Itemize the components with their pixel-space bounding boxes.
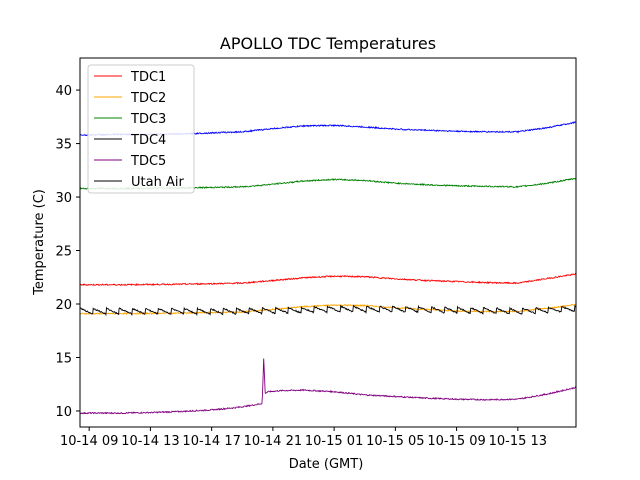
- y-tick-label: 40: [55, 84, 72, 99]
- x-tick-label: 10-14 13: [121, 434, 179, 449]
- y-tick-label: 20: [55, 298, 72, 313]
- y-tick-label: 35: [55, 138, 72, 153]
- x-axis-label: Date (GMT): [289, 457, 364, 472]
- legend-label: Utah Air: [131, 175, 184, 190]
- y-tick-label: 15: [55, 351, 72, 366]
- y-axis: 10 15 20 25 30 35 40: [55, 84, 80, 420]
- series-line-tdc4: [80, 304, 576, 317]
- series-line-tdc5: [80, 358, 576, 415]
- x-tick-label: 10-14 21: [244, 434, 302, 449]
- y-tick-label: 10: [55, 405, 72, 420]
- series-line-tdc1: [80, 272, 576, 287]
- x-tick-label: 10-15 13: [489, 434, 547, 449]
- chart-title: APOLLO TDC Temperatures: [220, 34, 436, 53]
- legend-label: TDC3: [130, 112, 166, 127]
- legend-label: TDC1: [130, 70, 166, 85]
- x-tick-label: 10-14 09: [60, 434, 118, 449]
- y-axis-label: Temperature (C): [32, 189, 47, 296]
- x-tick-label: 10-14 17: [182, 434, 240, 449]
- legend-label: TDC5: [130, 154, 166, 169]
- legend-label: TDC4: [130, 133, 166, 148]
- x-tick-label: 10-15 09: [427, 434, 485, 449]
- legend: TDC1 TDC2 TDC3 TDC4 TDC5 Utah Air: [87, 64, 195, 194]
- x-tick-label: 10-15 01: [305, 434, 363, 449]
- y-tick-label: 30: [55, 191, 72, 206]
- x-tick-label: 10-15 05: [366, 434, 424, 449]
- series-line-tdc2: [80, 303, 576, 316]
- x-axis: 10-14 09 10-14 13 10-14 17 10-14 21 10-15 01…: [60, 427, 547, 449]
- legend-label: TDC2: [130, 91, 166, 106]
- y-tick-label: 25: [55, 245, 72, 260]
- plot-area-frame: [79, 57, 577, 428]
